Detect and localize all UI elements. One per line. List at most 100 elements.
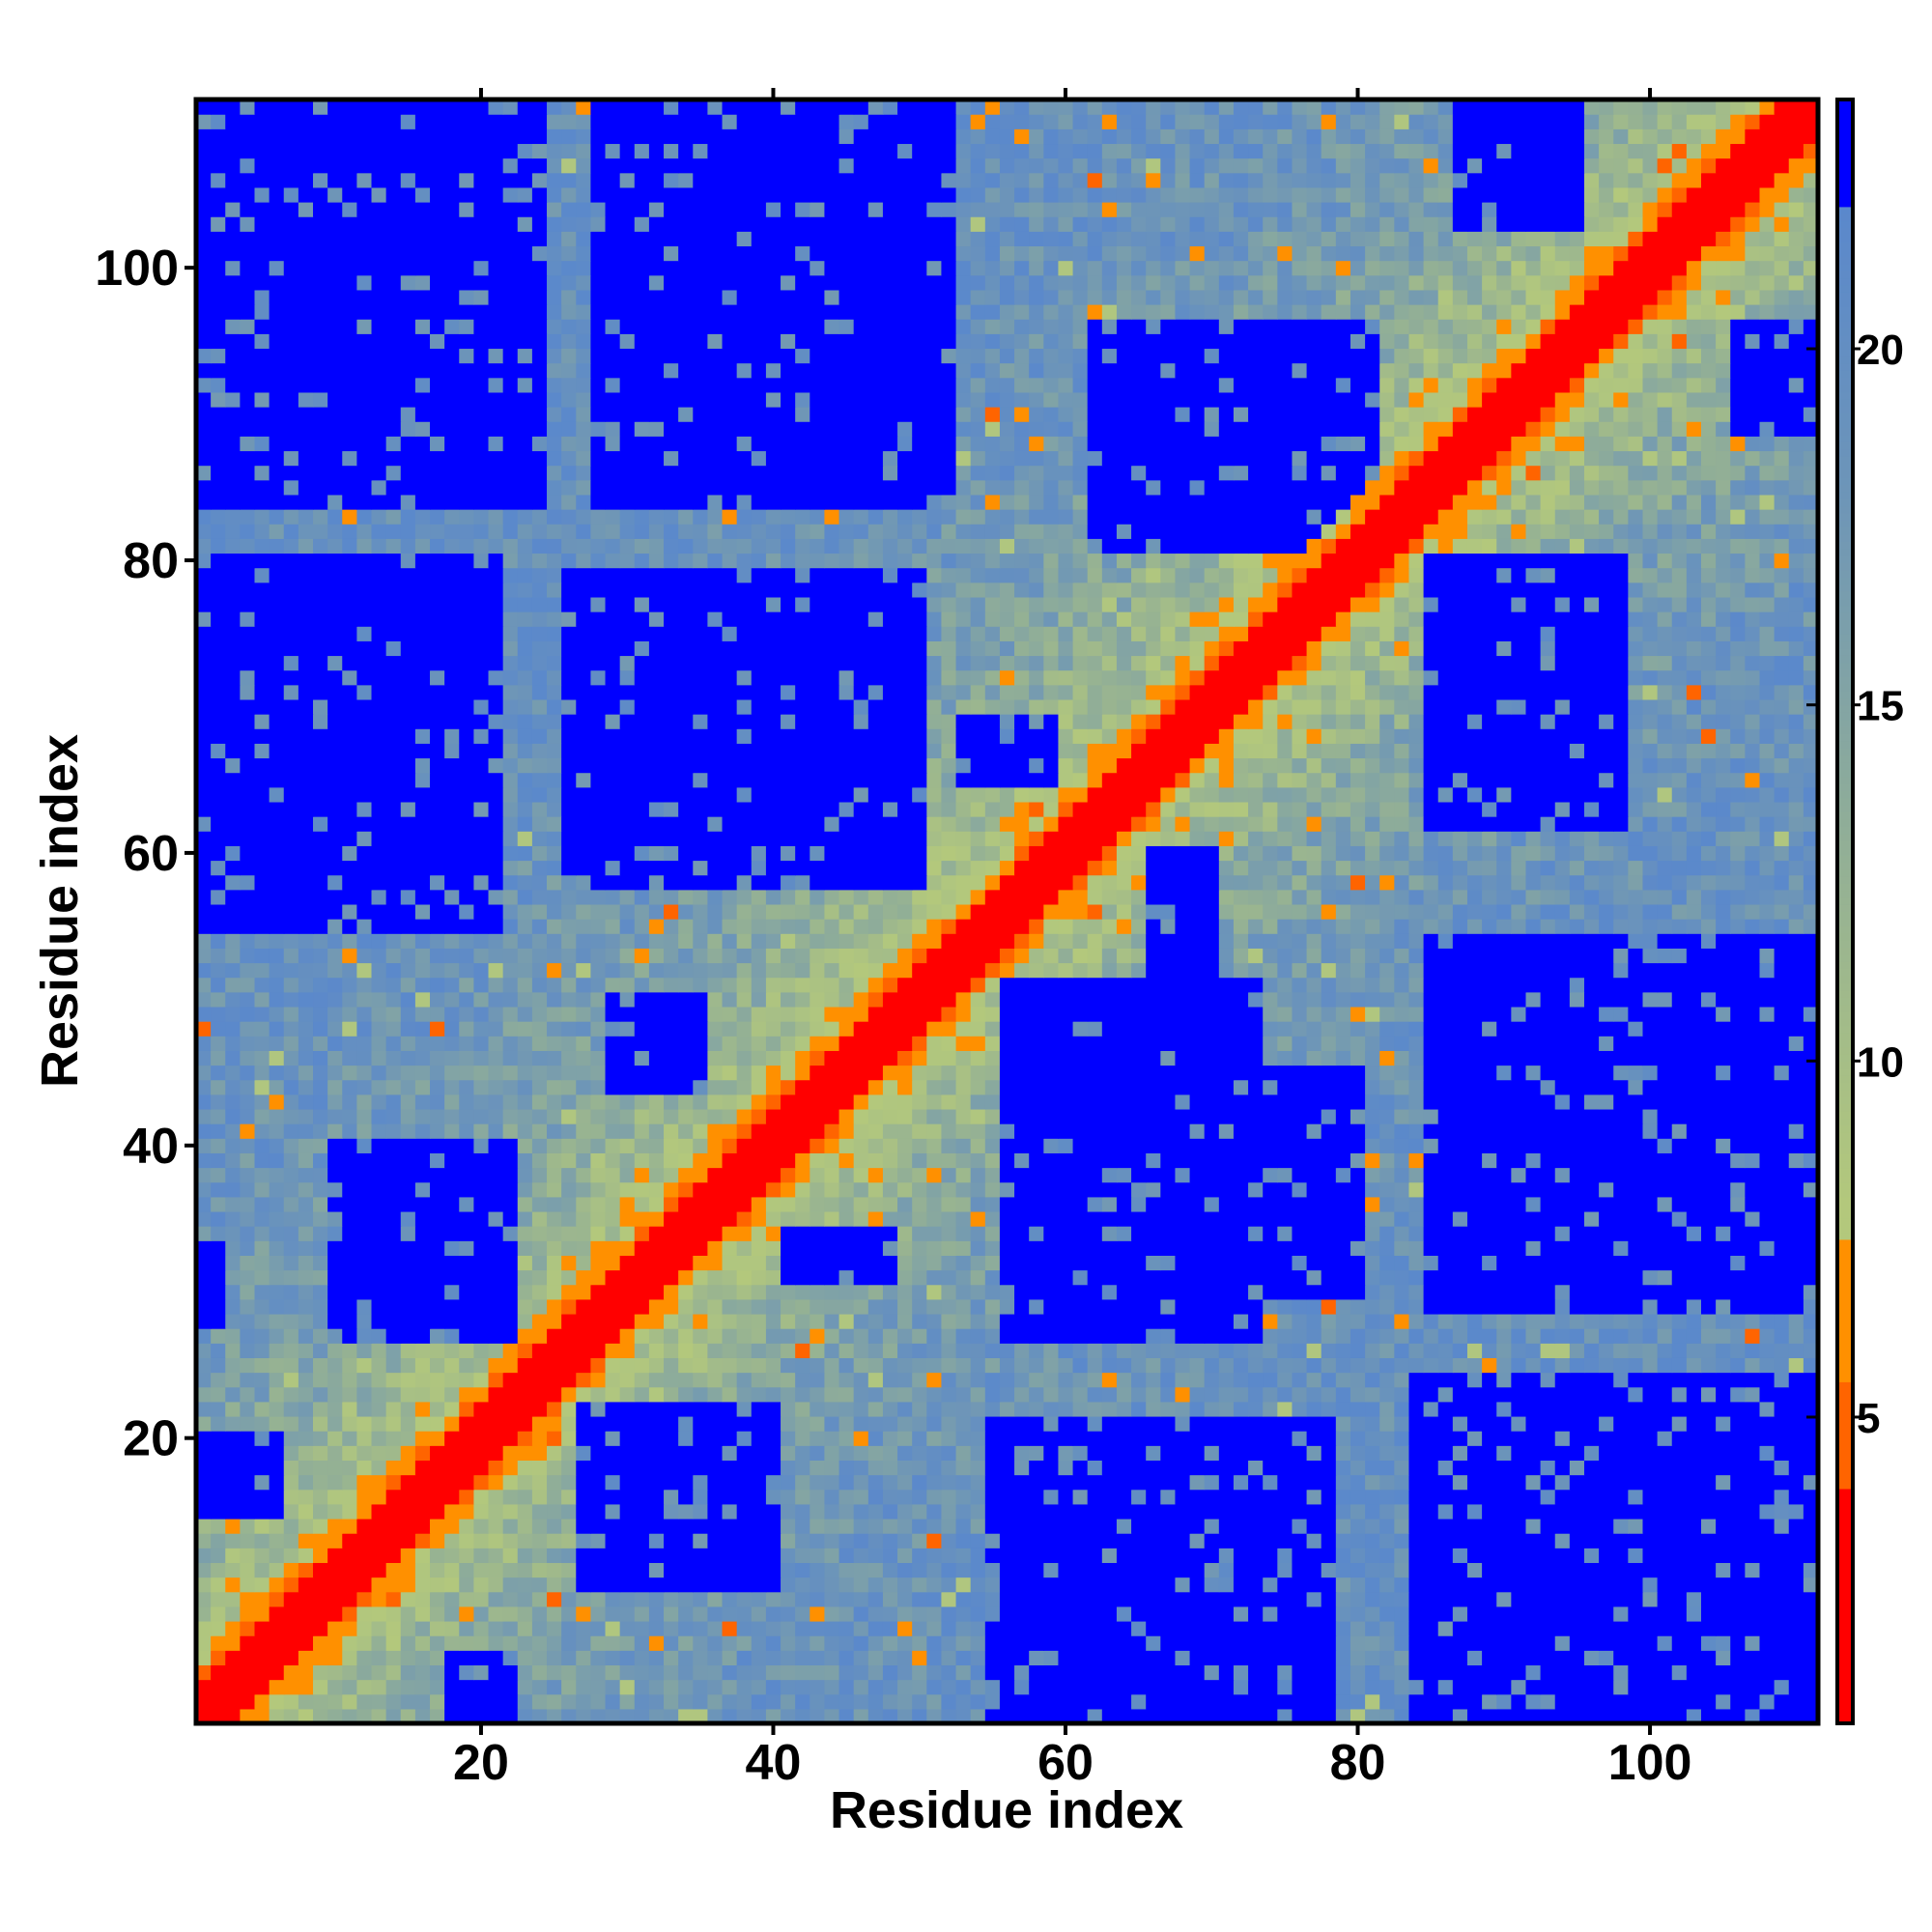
heatmap-cell — [810, 1650, 826, 1666]
heatmap-cell — [1146, 1460, 1161, 1476]
heatmap-cell — [531, 1693, 548, 1710]
heatmap-cell — [1628, 1664, 1644, 1681]
heatmap-cell — [664, 1605, 679, 1622]
heatmap-cell — [1043, 1503, 1060, 1520]
heatmap-cell — [1116, 1635, 1132, 1651]
heatmap-cell — [751, 1108, 767, 1124]
heatmap-cell — [1072, 1313, 1089, 1329]
heatmap-cell — [1350, 1255, 1366, 1271]
heatmap-cell — [781, 1196, 796, 1212]
heatmap-cell — [664, 1108, 679, 1124]
heatmap-cell — [810, 1591, 826, 1607]
heatmap-cell — [1525, 1372, 1542, 1388]
heatmap-cell — [1101, 1357, 1118, 1374]
heatmap-cell — [488, 1357, 504, 1374]
heatmap-cell — [765, 1210, 781, 1227]
heatmap-cell — [867, 1693, 884, 1710]
heatmap-cell — [664, 1415, 679, 1432]
heatmap-cell — [531, 1108, 548, 1124]
heatmap-cell — [707, 1284, 724, 1300]
heatmap-cell — [1583, 1503, 1600, 1520]
heatmap-cell — [999, 1196, 1015, 1212]
heatmap-cell — [664, 1196, 679, 1212]
heatmap-cell — [751, 1386, 767, 1403]
heatmap-cell — [1072, 1255, 1089, 1271]
heatmap-cell — [1452, 1226, 1468, 1241]
heatmap-cell — [1554, 1167, 1571, 1183]
heatmap-cell — [722, 1445, 738, 1461]
heatmap-cell — [1248, 1386, 1264, 1403]
heatmap-cell — [371, 1226, 387, 1241]
heatmap-cell — [1540, 1328, 1556, 1344]
heatmap-cell — [547, 1503, 562, 1520]
heatmap-cell — [838, 1650, 855, 1666]
heatmap-cell — [1511, 1708, 1527, 1724]
heatmap-cell — [1292, 1489, 1308, 1505]
heatmap-cell — [1394, 1503, 1410, 1520]
heatmap-cell — [1146, 1605, 1161, 1622]
heatmap-cell — [648, 1196, 665, 1212]
heatmap-cell — [1058, 1181, 1074, 1198]
heatmap-cell — [1745, 1313, 1761, 1329]
heatmap-cell — [561, 1474, 577, 1491]
heatmap-cell — [1496, 1591, 1512, 1607]
heatmap-cell — [1452, 1357, 1468, 1374]
heatmap-cell — [678, 1445, 694, 1461]
heatmap-cell — [1116, 1226, 1132, 1241]
heatmap-cell — [1613, 1489, 1629, 1505]
heatmap-cell — [765, 1533, 781, 1548]
heatmap-cell — [298, 1255, 314, 1271]
heatmap-cell — [1700, 1298, 1717, 1315]
heatmap-cell — [984, 1372, 1001, 1388]
heatmap-cell — [1657, 1226, 1673, 1241]
heatmap-cell — [1700, 1489, 1717, 1505]
heatmap-cell — [970, 1094, 986, 1110]
heatmap-cell — [444, 1108, 460, 1124]
heatmap-cell — [605, 1167, 621, 1183]
heatmap-cell — [1233, 1094, 1249, 1110]
heatmap-cell — [1131, 1094, 1147, 1110]
heatmap-cell — [634, 1431, 650, 1446]
heatmap-cell — [385, 1518, 402, 1534]
heatmap-cell — [1700, 1313, 1717, 1329]
heatmap-cell — [970, 1065, 986, 1081]
heatmap-cell — [459, 1167, 474, 1183]
heatmap-cell — [941, 1240, 957, 1256]
heatmap-cell — [1599, 1372, 1614, 1388]
heatmap-cell — [1686, 1372, 1702, 1388]
heatmap-cell — [824, 1196, 840, 1212]
heatmap-cell — [1321, 1562, 1337, 1578]
heatmap-cell — [1277, 1152, 1293, 1169]
heatmap-cell — [1540, 1313, 1556, 1329]
heatmap-cell — [853, 1065, 869, 1081]
heatmap-cell — [955, 1415, 972, 1432]
heatmap-cell — [1686, 1474, 1702, 1491]
heatmap-cell — [561, 1196, 577, 1212]
heatmap-cell — [1233, 1167, 1249, 1183]
heatmap-cell — [1437, 1664, 1454, 1681]
heatmap-cell — [619, 1065, 636, 1081]
heatmap-cell — [1058, 1679, 1074, 1695]
heatmap-cell — [984, 1108, 1001, 1124]
heatmap-cell — [1189, 1460, 1206, 1476]
heatmap-cell — [1072, 1708, 1089, 1724]
heatmap-cell — [678, 1415, 694, 1432]
heatmap-cell — [765, 1431, 781, 1446]
heatmap-cell — [561, 1591, 577, 1607]
heatmap-cell — [1072, 1240, 1089, 1256]
heatmap-cell — [1394, 1548, 1410, 1564]
heatmap-cell — [693, 1167, 709, 1183]
heatmap-cell — [502, 1591, 519, 1607]
heatmap-cell — [970, 1591, 986, 1607]
heatmap-cell — [1233, 1328, 1249, 1344]
heatmap-cell — [722, 1065, 738, 1081]
heatmap-cell — [882, 1255, 898, 1271]
heatmap-cell — [1233, 1693, 1249, 1710]
heatmap-cell — [984, 1167, 1001, 1183]
heatmap-cell — [1248, 1460, 1264, 1476]
heatmap-cell — [1452, 1196, 1468, 1212]
heatmap-cell — [838, 1605, 855, 1622]
heatmap-cell — [897, 1431, 913, 1446]
heatmap-cell — [897, 1240, 913, 1256]
heatmap-cell — [283, 1664, 299, 1681]
